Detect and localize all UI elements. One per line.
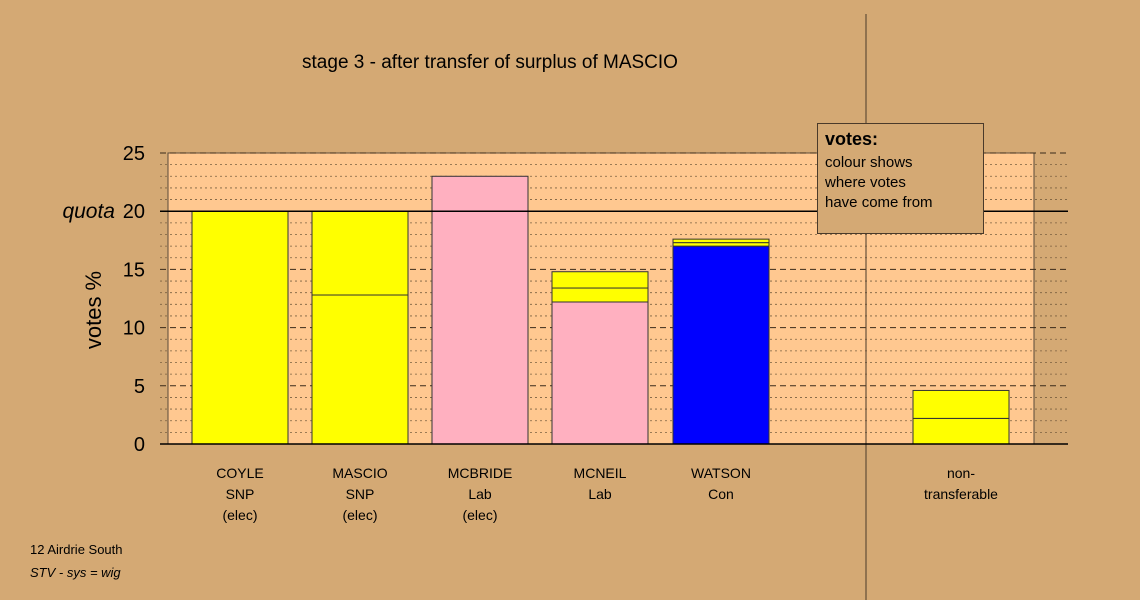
bar-segment (551, 287, 649, 303)
category-label: MCBRIDE Lab (elec) (420, 463, 540, 526)
category-label-line: Con (708, 486, 734, 502)
category-label: MASCIO SNP (elec) (300, 463, 420, 526)
legend-line-2: where votes (825, 174, 906, 191)
y-tick-label: 25 (123, 143, 145, 165)
y-tick-label: 20 (123, 201, 145, 223)
category-label: MCNEIL Lab (540, 463, 660, 505)
bar-segment (672, 238, 770, 244)
y-tick-label: 0 (134, 434, 145, 456)
y-tick-label: 10 (123, 318, 145, 340)
quota-label: quota (62, 200, 115, 223)
bar-segment (912, 417, 1010, 445)
category-label: COYLE SNP (elec) (180, 463, 300, 526)
chart-title: stage 3 - after transfer of surplus of M… (302, 52, 678, 73)
category-label: non-transferable (901, 463, 1021, 505)
category-label-line: SNP (225, 486, 255, 502)
category-label-line: COYLE (216, 465, 264, 481)
legend: votes: colour shows where votes have com… (817, 123, 984, 234)
legend-title: votes: (825, 129, 879, 149)
category-label-line: (elec) (222, 507, 258, 523)
footer-system: STV - sys = wig (30, 565, 121, 580)
category-label-line: MASCIO (332, 465, 388, 481)
category-label-line: SNP (345, 486, 375, 502)
category-label-line: MCNEIL (573, 465, 627, 481)
category-label-line: MCBRIDE (447, 465, 513, 481)
bar-segment (912, 389, 1010, 419)
footer-ward: 12 Airdrie South (30, 542, 123, 557)
y-axis-label: votes % (81, 270, 106, 350)
bar-segment (311, 294, 409, 445)
category-label-line: (elec) (462, 507, 498, 523)
category-label-line: Lab (468, 486, 492, 502)
bar-segment (551, 301, 649, 445)
bar-segment (191, 210, 289, 445)
y-tick-label: 15 (123, 259, 145, 281)
category-label: WATSON Con (661, 463, 781, 505)
category-label-line: non- (946, 465, 976, 481)
bar-segment (672, 245, 770, 445)
y-tick-label: 5 (134, 376, 145, 398)
bar-segment (672, 242, 770, 247)
bar-segment (311, 210, 409, 296)
category-label-line: Lab (588, 486, 612, 502)
bar-segment (551, 271, 649, 289)
legend-line-3: have come from (825, 194, 933, 211)
legend-line-1: colour shows (825, 154, 913, 171)
bar-segment (431, 175, 529, 445)
category-label-line: (elec) (342, 507, 378, 523)
category-label-line: transferable (924, 486, 998, 502)
category-label-line: WATSON (691, 465, 751, 481)
